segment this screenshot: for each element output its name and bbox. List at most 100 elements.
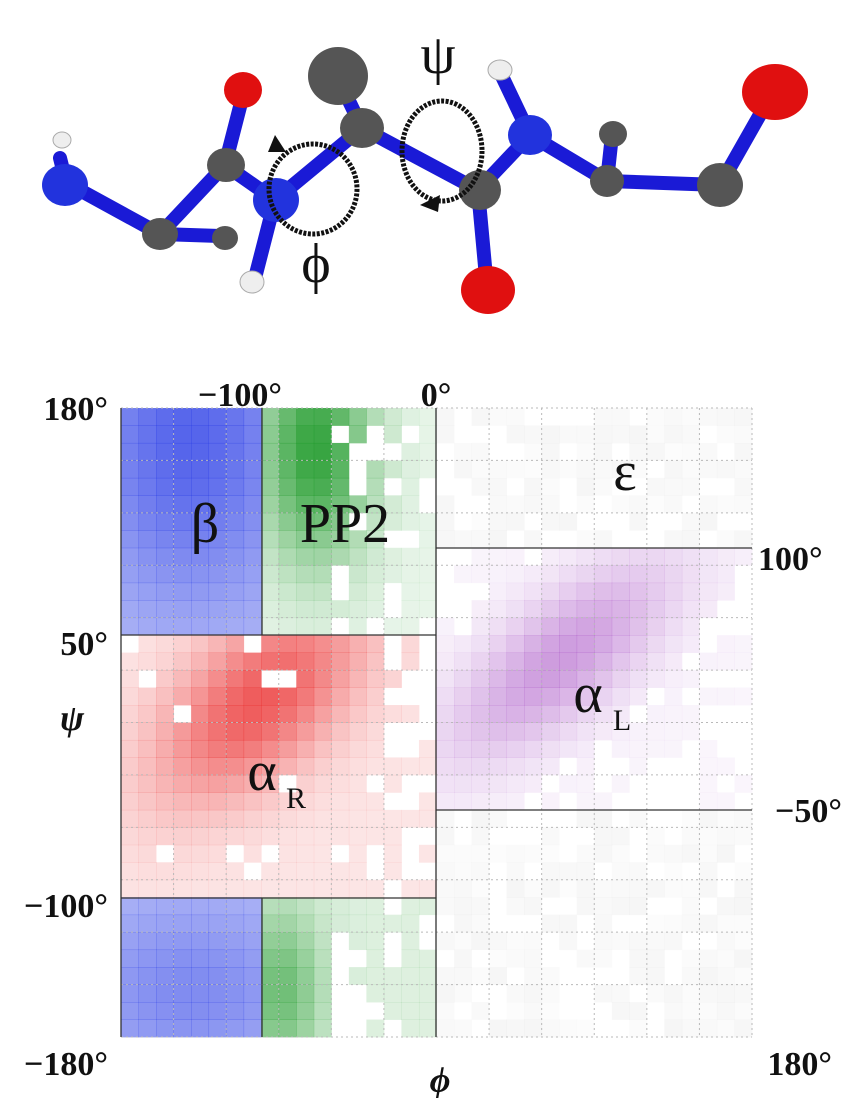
density-cell (716, 984, 735, 1003)
density-cell (191, 652, 210, 671)
density-cell (524, 530, 543, 549)
density-cell (226, 530, 245, 549)
density-cell (681, 530, 700, 549)
density-cell (366, 512, 385, 531)
density-cell (418, 879, 437, 898)
density-cell (576, 757, 595, 776)
density-cell (156, 425, 174, 444)
density-cell (313, 774, 332, 793)
density-cell (629, 949, 648, 968)
density-cell (313, 722, 332, 741)
density-cell (296, 460, 315, 479)
density-cell (121, 617, 139, 636)
density-cell (541, 967, 560, 985)
density-cell (436, 1002, 455, 1020)
density-cell (243, 408, 262, 426)
density-cell (541, 879, 560, 898)
density-cell (489, 565, 508, 584)
density-cell (173, 844, 192, 863)
density-cell (506, 670, 525, 688)
density-cell (559, 705, 578, 723)
density-cell (191, 739, 210, 758)
density-cell (699, 582, 718, 601)
density-cell (208, 967, 227, 985)
density-cell (664, 425, 683, 444)
bonds (53, 65, 777, 295)
density-cell (646, 827, 665, 846)
density-cell (121, 408, 139, 426)
density-cell (261, 477, 280, 496)
density-cell (173, 757, 192, 776)
density-cell (541, 582, 560, 601)
density-cell (191, 705, 210, 723)
density-cell (208, 705, 227, 723)
density-cell (454, 967, 472, 985)
density-cell (208, 442, 227, 461)
density-cell (261, 408, 280, 426)
density-cell (243, 617, 262, 636)
density-cell (418, 984, 437, 1003)
density-cell (436, 408, 455, 426)
density-cell (699, 792, 718, 811)
density-cell (296, 774, 315, 793)
density-cell (576, 844, 595, 863)
density-cell (261, 739, 280, 758)
density-cell (348, 722, 367, 741)
density-cell (208, 512, 227, 531)
density-cell (348, 530, 367, 549)
density-cell (278, 949, 297, 968)
density-cell (313, 792, 332, 811)
density-cell (261, 635, 280, 654)
density-cell (594, 600, 613, 619)
density-cell (331, 792, 350, 811)
density-cell (418, 739, 437, 758)
density-cell (296, 914, 315, 933)
density-cell (471, 827, 490, 846)
density-cell (208, 425, 227, 444)
density-cell (401, 949, 420, 968)
density-cell (454, 897, 472, 916)
density-cell (243, 530, 262, 549)
density-cell (646, 879, 665, 898)
density-cell (208, 530, 227, 549)
density-cell (664, 635, 683, 654)
density-cell (436, 809, 455, 828)
density-cell (436, 652, 455, 671)
density-cell (331, 757, 350, 776)
density-cell (331, 530, 350, 549)
density-cell (121, 495, 139, 514)
density-cell (401, 757, 420, 776)
density-cell (436, 879, 455, 898)
density-cell (191, 1019, 210, 1038)
density-cell (173, 792, 192, 811)
density-cell (646, 932, 665, 951)
density-cell (524, 1002, 543, 1020)
density-cell (331, 705, 350, 723)
density-cell (121, 739, 139, 758)
density-cell (226, 477, 245, 496)
density-cell (173, 1002, 192, 1020)
carbon-atom (459, 170, 501, 210)
density-cell (278, 1002, 297, 1020)
density-cell (681, 705, 700, 723)
density-cell (629, 809, 648, 828)
density-cell (489, 547, 508, 566)
density-cell (524, 687, 543, 706)
density-cell (454, 862, 472, 881)
density-cell (296, 984, 315, 1003)
density-cell (348, 932, 367, 951)
density-cell (418, 1002, 437, 1020)
density-cell (681, 600, 700, 619)
y-tick-180: 180° (43, 391, 108, 428)
density-cell (296, 582, 315, 601)
density-cell (436, 967, 455, 985)
density-cell (717, 530, 735, 548)
density-cell (436, 495, 455, 514)
density-cell (471, 617, 490, 636)
density-cell (261, 967, 280, 985)
density-cell (541, 425, 560, 444)
density-cell (576, 670, 595, 688)
density-cell (576, 652, 595, 671)
density-cell (699, 495, 718, 514)
density-cell (734, 809, 753, 828)
